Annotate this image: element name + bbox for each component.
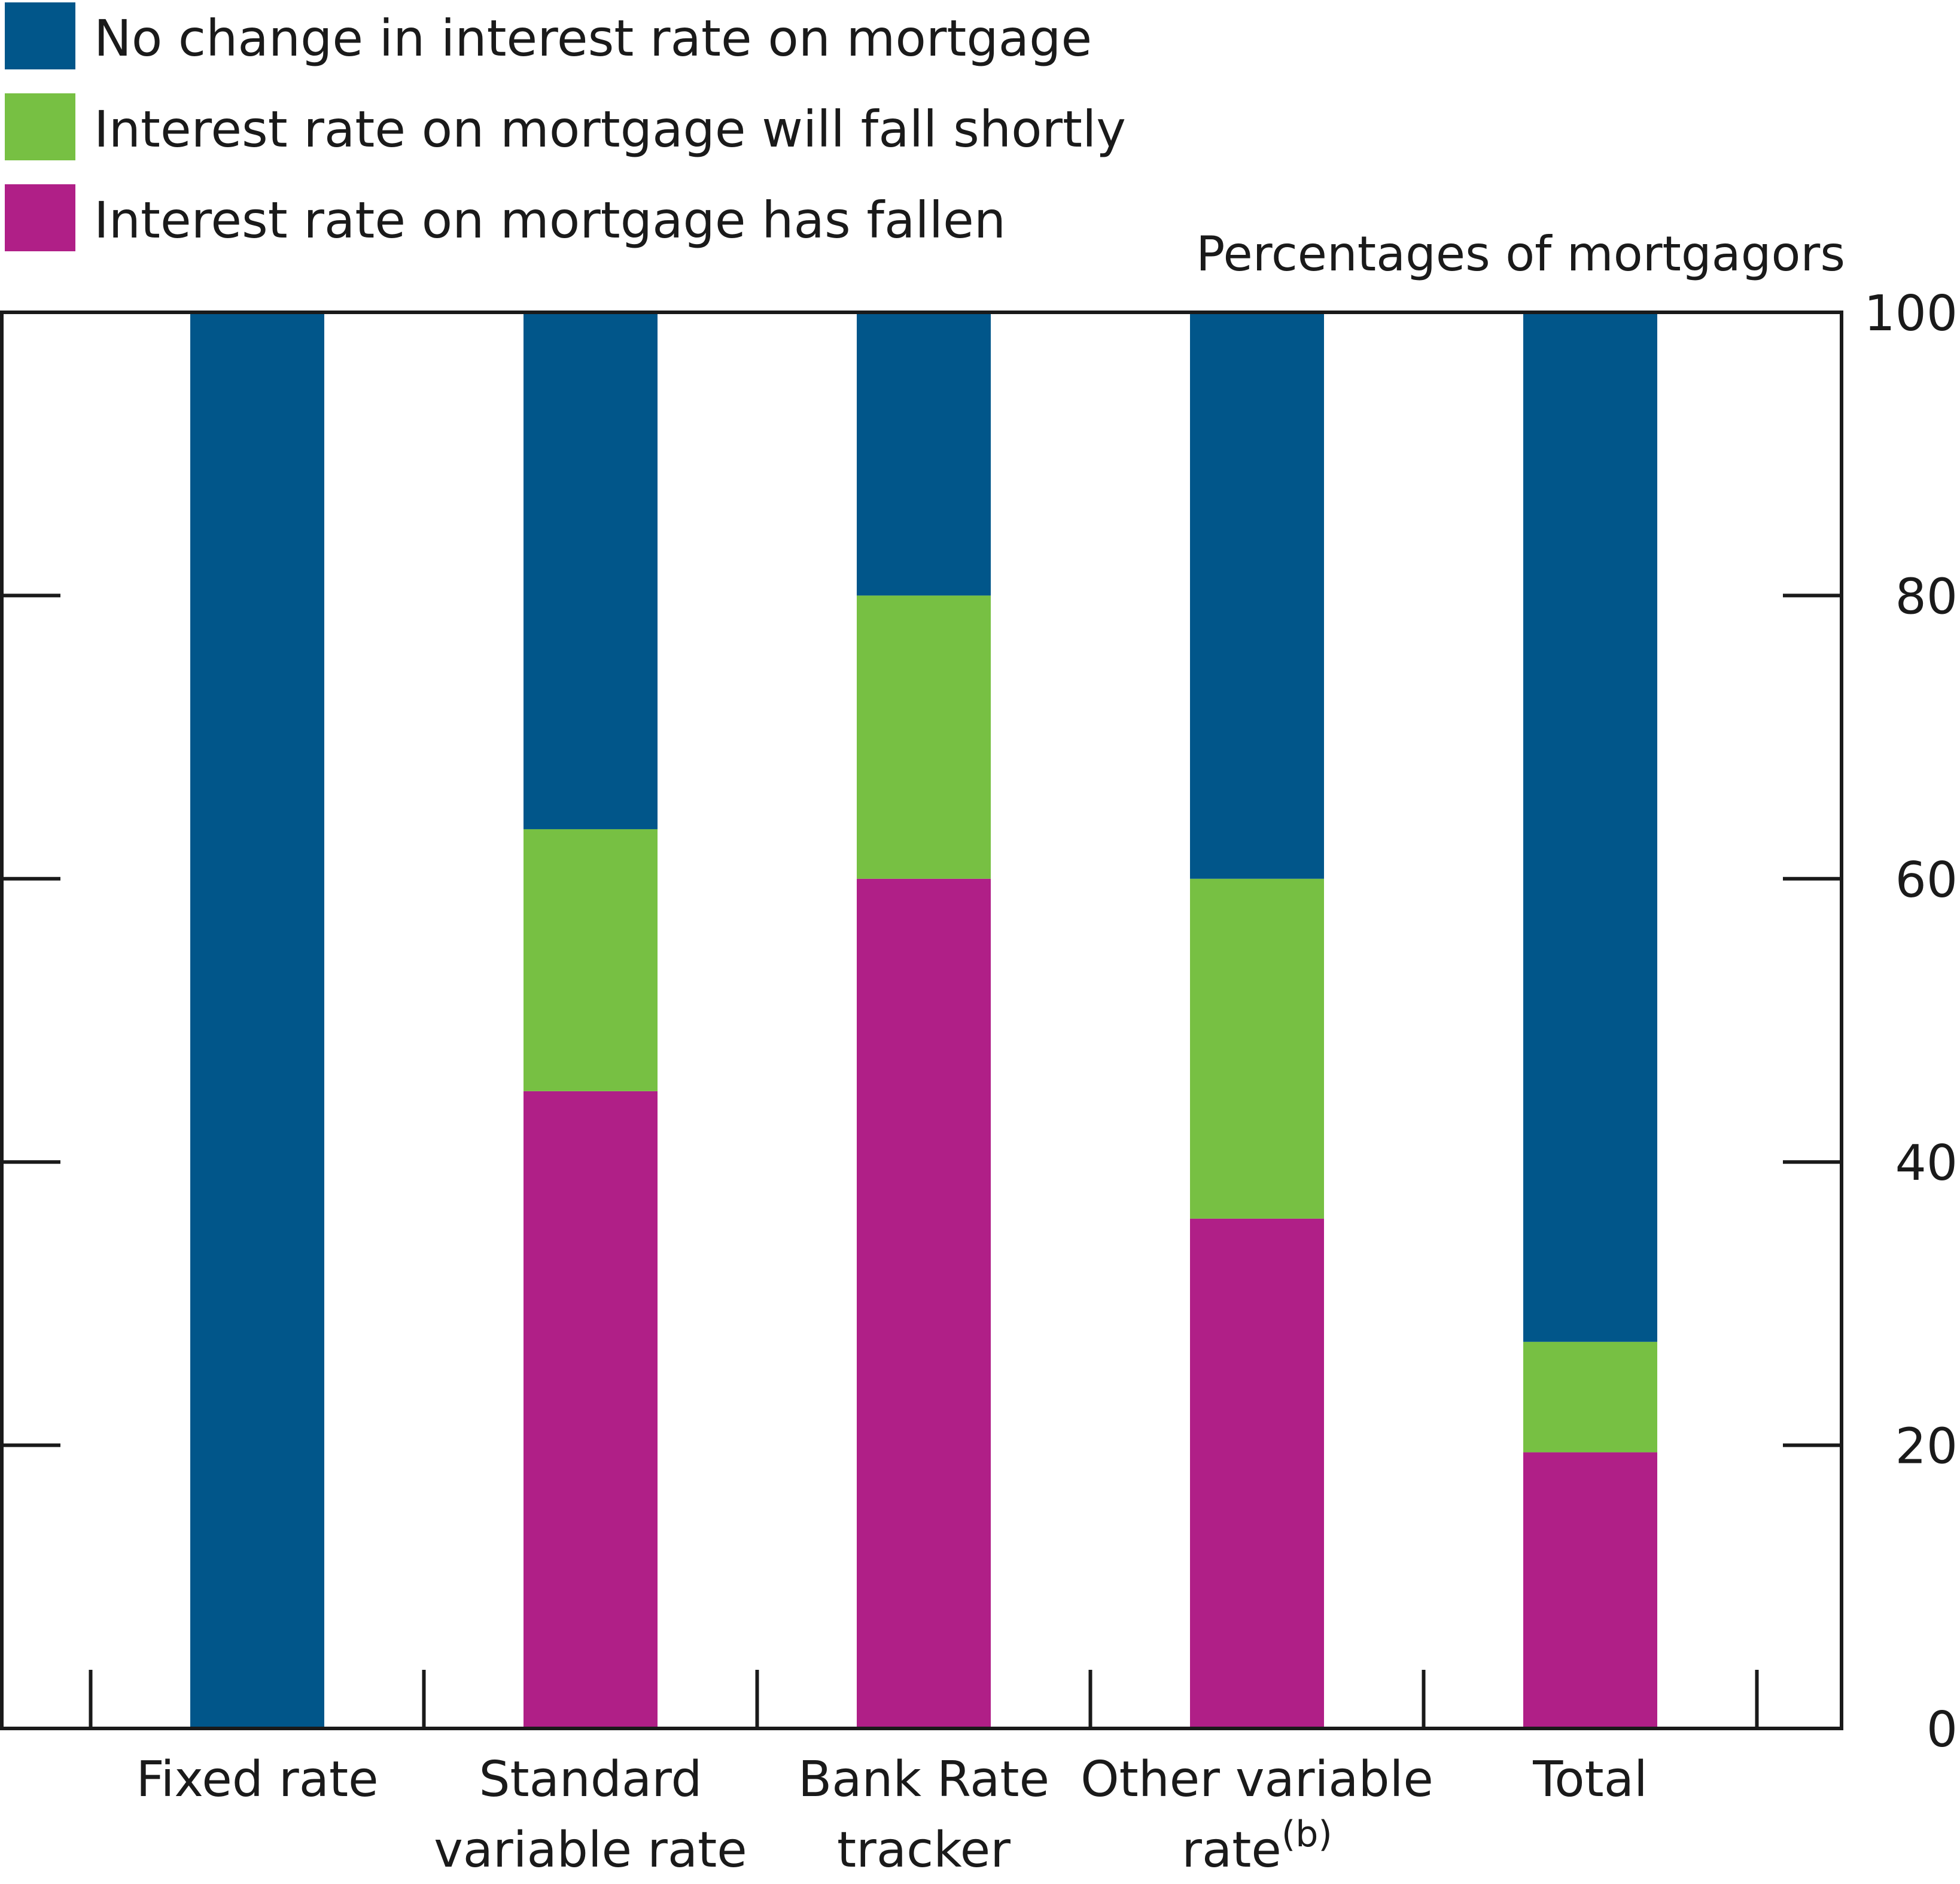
- bar-segment-standard-variable-rate-interest-rate-on-mortgage-will-fall-shortly: [524, 829, 658, 1091]
- legend-swatch-interest-rate-on-mortgage-has-fallen: [5, 184, 75, 251]
- bar-segment-total-interest-rate-on-mortgage-has-fallen: [1523, 1452, 1657, 1728]
- bar-segment-fixed-rate-no-change-in-interest-rate-on-mortgage: [190, 312, 324, 1728]
- y-tick-label-40: 40: [1895, 1135, 1958, 1192]
- y-tick-label-80: 80: [1895, 568, 1958, 625]
- x-tick-label-total: Total: [1532, 1751, 1648, 1808]
- bars: [190, 312, 1657, 1728]
- y-tick-label-60: 60: [1895, 852, 1958, 909]
- y-axis-ticks: 0 20 40 60 80 100: [2, 285, 1958, 1758]
- x-tick-label-fixed-rate: Fixed rate: [136, 1751, 378, 1808]
- legend: No change in interest rate on mortgage In…: [5, 2, 1126, 251]
- legend-swatch-no-change-in-interest-rate-on-mortgage: [5, 2, 75, 69]
- bar-segment-other-variable-rate-no-change-in-interest-rate-on-mortgage: [1190, 312, 1324, 879]
- bar-segment-other-variable-rate-interest-rate-on-mortgage-will-fall-shortly: [1190, 878, 1324, 1219]
- units-label: Percentages of mortgagors: [1196, 226, 1845, 282]
- bar-segment-standard-variable-rate-no-change-in-interest-rate-on-mortgage: [524, 312, 658, 829]
- bar-segment-bank-rate-tracker-no-change-in-interest-rate-on-mortgage: [857, 312, 991, 596]
- legend-label-interest-rate-on-mortgage-has-fallen: Interest rate on mortgage has fallen: [94, 191, 1006, 249]
- x-tick-label-bank-rate-tracker: Bank Rate tracker: [798, 1751, 1049, 1879]
- x-tick-label-other-variable-rate: Other variable rate(b): [1081, 1751, 1434, 1879]
- x-axis-dividers: [89, 1670, 1759, 1728]
- bar-segment-total-no-change-in-interest-rate-on-mortgage: [1523, 312, 1657, 1342]
- footnote-marker: (b): [1282, 1813, 1332, 1855]
- y-tick-label-0: 0: [1926, 1702, 1958, 1758]
- bar-segment-other-variable-rate-interest-rate-on-mortgage-has-fallen: [1190, 1218, 1324, 1728]
- legend-swatch-interest-rate-on-mortgage-will-fall-shortly: [5, 93, 75, 160]
- legend-label-interest-rate-on-mortgage-will-fall-shortly: Interest rate on mortgage will fall shor…: [94, 100, 1126, 159]
- y-tick-label-20: 20: [1895, 1419, 1958, 1475]
- plot-frame: [0, 311, 1843, 1730]
- legend-label-no-change-in-interest-rate-on-mortgage: No change in interest rate on mortgage: [94, 9, 1092, 68]
- x-axis-labels: Fixed rate Standard variable rate Bank Rate…: [136, 1751, 1647, 1879]
- y-tick-label-100: 100: [1864, 285, 1958, 342]
- bar-segment-total-interest-rate-on-mortgage-will-fall-shortly: [1523, 1341, 1657, 1453]
- x-tick-label-standard-variable-rate: Standard variable rate: [434, 1751, 747, 1879]
- bar-segment-standard-variable-rate-interest-rate-on-mortgage-has-fallen: [524, 1091, 658, 1728]
- bar-segment-bank-rate-tracker-interest-rate-on-mortgage-has-fallen: [857, 878, 991, 1728]
- bar-segment-bank-rate-tracker-interest-rate-on-mortgage-will-fall-shortly: [857, 595, 991, 879]
